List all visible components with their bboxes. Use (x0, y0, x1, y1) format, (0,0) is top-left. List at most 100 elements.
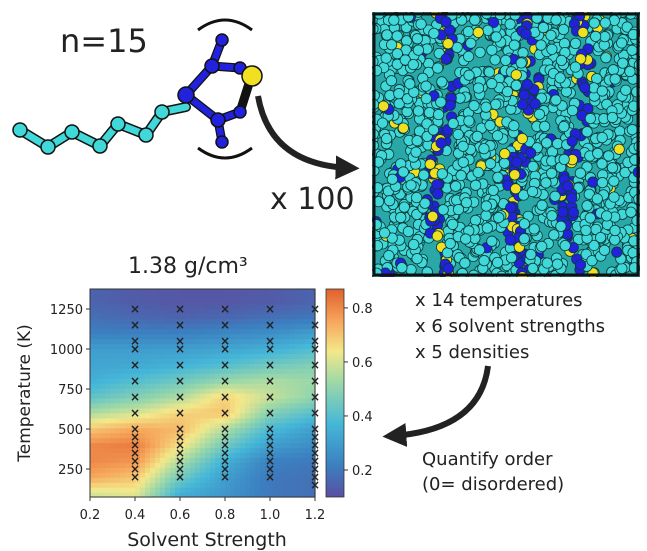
box-atom (566, 192, 578, 204)
heatmap-cell (295, 343, 301, 350)
heatmap-cell (275, 487, 281, 493)
heatmap-cell (105, 457, 111, 463)
heatmap-cell (135, 368, 141, 374)
heatmap-cell (245, 427, 251, 434)
heatmap-cell (245, 412, 251, 419)
heatmap-cell (275, 383, 281, 389)
heatmap-cell (115, 343, 121, 350)
heatmap-cell (285, 358, 291, 364)
heatmap-cell (195, 427, 201, 434)
heatmap-cell (190, 383, 196, 389)
heatmap-cell (140, 328, 146, 335)
heatmap-cell (305, 303, 311, 310)
heatmap-cell (305, 477, 311, 483)
heatmap-cell (225, 373, 231, 379)
heatmap-cell (150, 457, 156, 463)
heatmap-cell (105, 378, 111, 384)
heatmap-cell (245, 323, 251, 330)
heatmap-cell (300, 289, 306, 295)
heatmap-cell (200, 378, 206, 384)
sample-marker: × (175, 302, 185, 316)
heatmap-cell (285, 323, 291, 330)
heatmap-cell (90, 397, 96, 404)
box-atom (470, 179, 482, 191)
heatmap-cell (145, 343, 151, 350)
heatmap-cell (110, 452, 116, 458)
heatmap-cell (235, 323, 241, 330)
heatmap-cell (90, 308, 96, 315)
heatmap-cell (130, 482, 136, 488)
heatmap-cell (130, 368, 136, 374)
heatmap-cell (240, 353, 246, 359)
heatmap-cell (140, 348, 146, 354)
heatmap-cell (185, 333, 191, 340)
sample-marker: × (130, 454, 140, 468)
heatmap-cell (290, 437, 296, 444)
heatmap-cell (180, 492, 186, 498)
heatmap-cell (240, 328, 246, 335)
heatmap-cell (130, 343, 136, 350)
heatmap-cell (185, 308, 191, 315)
heatmap-cell (240, 442, 246, 449)
heatmap-cell (115, 477, 121, 483)
heatmap-cell (120, 378, 126, 384)
heatmap-cell (90, 323, 96, 330)
heatmap-cell (120, 388, 126, 394)
heatmap-cell (300, 343, 306, 350)
heatmap-cell (290, 442, 296, 449)
heatmap-cell (245, 452, 251, 458)
heatmap-cell (205, 393, 211, 399)
heatmap-cell (305, 383, 311, 389)
heatmap-cell (310, 318, 316, 325)
heatmap-cell (245, 303, 251, 310)
heatmap-cell (285, 373, 291, 379)
heatmap-cell (170, 447, 176, 454)
heatmap-cell (140, 427, 146, 434)
heatmap-cell (195, 373, 201, 379)
heatmap-cell (125, 333, 131, 340)
heatmap-cell (150, 462, 156, 468)
heatmap-cell (120, 308, 126, 315)
heatmap-cell (220, 427, 226, 434)
heatmap-cell (95, 318, 101, 325)
heatmap-cell (265, 412, 271, 419)
sample-marker: × (175, 422, 185, 436)
heatmap-cell (150, 308, 156, 315)
heatmap-cell (175, 457, 181, 463)
box-atom (474, 46, 486, 58)
heatmap-cell (275, 333, 281, 340)
heatmap-cell (225, 402, 231, 409)
heatmap-cell (240, 467, 246, 473)
heatmap-cell (210, 452, 216, 458)
heatmap-cell (295, 298, 301, 305)
heatmap-cell (230, 348, 236, 354)
heatmap-cell (295, 333, 301, 340)
heatmap-cell (205, 422, 211, 429)
param-solvent-strengths: x 6 solvent strengths (415, 316, 606, 337)
heatmap-cell (150, 412, 156, 419)
heatmap-cell (280, 313, 286, 320)
heatmap-cell (110, 462, 116, 468)
heatmap-cell (310, 333, 316, 340)
heatmap-cell (280, 333, 286, 340)
heatmap-cell (170, 467, 176, 473)
heatmap-cell (310, 363, 316, 369)
heatmap-cell (140, 333, 146, 340)
heatmap-cell (245, 388, 251, 394)
heatmap-cell (150, 289, 156, 295)
heatmap-cell (160, 368, 166, 374)
heatmap-cell (240, 323, 246, 330)
heatmap-cell (295, 323, 301, 330)
heatmap-cell (115, 492, 121, 498)
heatmap-cell (245, 298, 251, 305)
box-atom (621, 21, 633, 33)
x-tick-label: 0.2 (80, 508, 101, 523)
heatmap-cell (290, 368, 296, 374)
heatmap-cell (240, 432, 246, 439)
box-atom (577, 26, 589, 39)
box-atom (396, 262, 408, 274)
heatmap-cell (235, 442, 241, 449)
heatmap-cell (280, 457, 286, 463)
heatmap-cell (135, 487, 141, 493)
heatmap-cell (250, 402, 256, 409)
